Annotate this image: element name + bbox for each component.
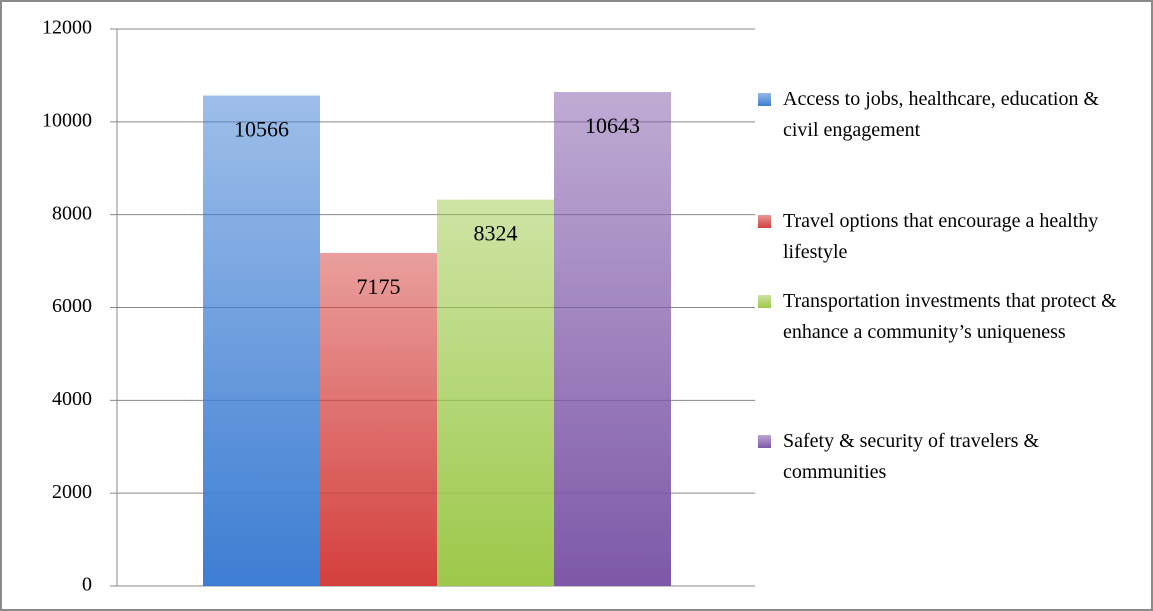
data-label: 8324 <box>474 221 518 246</box>
y-tick-label: 2000 <box>52 481 92 503</box>
legend-swatch <box>758 215 771 228</box>
legend-swatch <box>758 435 771 448</box>
data-label: 7175 <box>357 274 401 299</box>
data-label: 10643 <box>585 113 640 138</box>
y-tick-label: 6000 <box>52 295 92 317</box>
legend-label: Access to jobs, healthcare, education & … <box>783 88 1099 141</box>
bar <box>203 95 320 587</box>
legend-label: Travel options that encourage a healthy … <box>783 210 1099 263</box>
y-tick-label: 12000 <box>42 17 92 39</box>
legend-swatch <box>758 295 771 308</box>
bar <box>437 199 554 586</box>
y-tick-label: 4000 <box>52 388 92 410</box>
legend-swatch <box>758 93 771 106</box>
y-tick-label: 10000 <box>42 109 92 131</box>
y-tick-label: 0 <box>82 574 92 596</box>
legend-label: Safety & security of travelers & communi… <box>783 430 1040 483</box>
data-label: 10566 <box>234 117 289 142</box>
bar <box>554 91 671 586</box>
legend-label: Transportation investments that protect … <box>783 290 1117 343</box>
bar <box>320 252 437 586</box>
y-tick-label: 8000 <box>52 202 92 224</box>
